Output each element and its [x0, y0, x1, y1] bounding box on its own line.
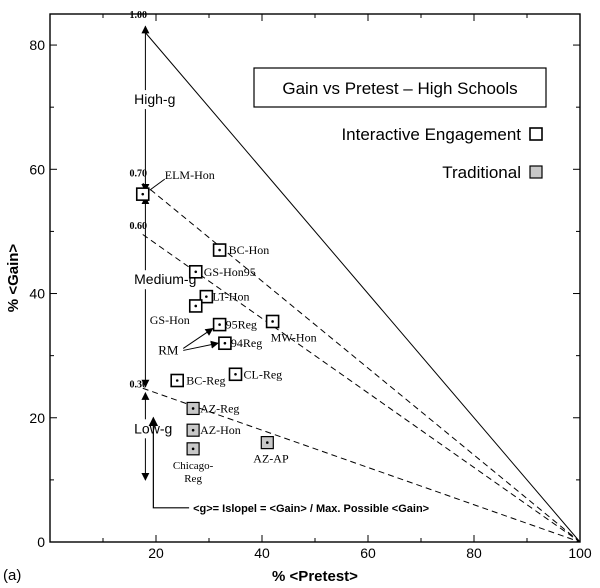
x-tick-label: 20: [148, 545, 164, 561]
region-label: High-g: [134, 91, 175, 107]
point-label: AZ-AP: [253, 452, 289, 466]
elm-leader-line: [149, 178, 166, 191]
g-line-label: 0.60: [130, 221, 148, 232]
data-point-dot: [194, 304, 198, 308]
g-line-label: 0.30: [130, 380, 148, 391]
data-point-dot: [271, 320, 274, 323]
g-line-label: 0.70: [130, 168, 148, 179]
panel-label: (a): [3, 567, 21, 584]
point-label: LT-Hon: [212, 290, 249, 304]
y-axis-label: % <Gain>: [5, 244, 22, 313]
data-point-dot: [218, 248, 221, 252]
rm-arrow: [182, 328, 214, 349]
point-label: 94Reg: [231, 336, 262, 350]
legend-open-square-marker: [529, 127, 543, 141]
data-points: ELM-Hon BC-Hon GS-Hon95 LT-Hon GS-Hon 95Reg 94…: [135, 168, 317, 485]
point-label: Reg: [184, 473, 202, 485]
legend-shaded-square-marker: [529, 165, 543, 179]
point-label: AZ-Reg: [200, 401, 239, 415]
y-tick-label: 60: [29, 161, 45, 177]
data-point-dot: [141, 192, 145, 196]
data-point-dot: [175, 379, 179, 382]
data-point-dot: [191, 428, 195, 432]
rm-arrow: [183, 340, 219, 351]
title-box: [253, 67, 547, 108]
x-axis-label: % <Pretest>: [272, 568, 358, 585]
region-label-bg: [131, 419, 173, 439]
data-point-dot: [223, 341, 227, 345]
region-label-bg: [131, 90, 181, 110]
y-tick-label: 40: [29, 286, 45, 302]
x-tick-label: 80: [466, 545, 482, 561]
point-label: 95Reg: [226, 318, 257, 332]
point-label: BC-Hon: [229, 243, 270, 257]
y-tick-label: 80: [29, 37, 45, 53]
g-line-label: 1.00: [130, 10, 148, 21]
point-label: AZ-Hon: [200, 423, 241, 437]
g-lines: 1.00 0.70 0.60 0.30: [130, 10, 581, 543]
data-point-dot: [218, 323, 221, 326]
data-point-dot: [191, 407, 195, 410]
legend-entry-interactive-engagement: Interactive Engagement: [341, 125, 521, 144]
x-tick-label: 40: [254, 545, 270, 561]
data-point-dot: [266, 441, 269, 444]
g-line-0.30: [142, 387, 581, 543]
y-tick-label: 0: [37, 534, 45, 550]
point-label: GS-Hon: [150, 313, 190, 327]
annotations: RM <g>= Islopel = <Gain> / Max. Possible…: [148, 328, 429, 515]
point-label: GS-Hon95: [204, 265, 256, 279]
y-tick-label: 20: [29, 410, 45, 426]
g-line-0.70: [142, 182, 581, 543]
data-point-dot: [191, 447, 195, 451]
chart-title: Gain vs Pretest – High Schools: [282, 79, 517, 98]
axis-ticks: 20 40 60 80 100 0 20 40 60 80: [29, 14, 592, 561]
rm-label: RM: [158, 342, 179, 357]
g-formula-annotation: <g>= Islopel = <Gain> / Max. Possible <G…: [193, 503, 429, 515]
legend-entry-traditional: Traditional: [442, 163, 521, 182]
formula-arrow: [148, 416, 190, 509]
g-line-1.00: [145, 32, 581, 543]
x-tick-label: 100: [568, 545, 592, 561]
data-point-dot: [205, 295, 208, 298]
point-label: ELM-Hon: [165, 168, 215, 182]
region-label-bg: [131, 270, 197, 290]
point-label: CL-Reg: [244, 367, 283, 381]
data-point-dot: [194, 270, 198, 274]
x-tick-label: 60: [360, 545, 376, 561]
point-label: MW-Hon: [271, 330, 317, 344]
g-line-0.60: [142, 234, 581, 543]
point-label: BC-Reg: [186, 373, 225, 387]
legend: Gain vs Pretest – High Schools Interacti…: [253, 67, 547, 182]
point-label: Chicago-: [173, 460, 214, 472]
region-label: Medium-g: [134, 271, 196, 287]
data-point-dot: [234, 372, 237, 376]
